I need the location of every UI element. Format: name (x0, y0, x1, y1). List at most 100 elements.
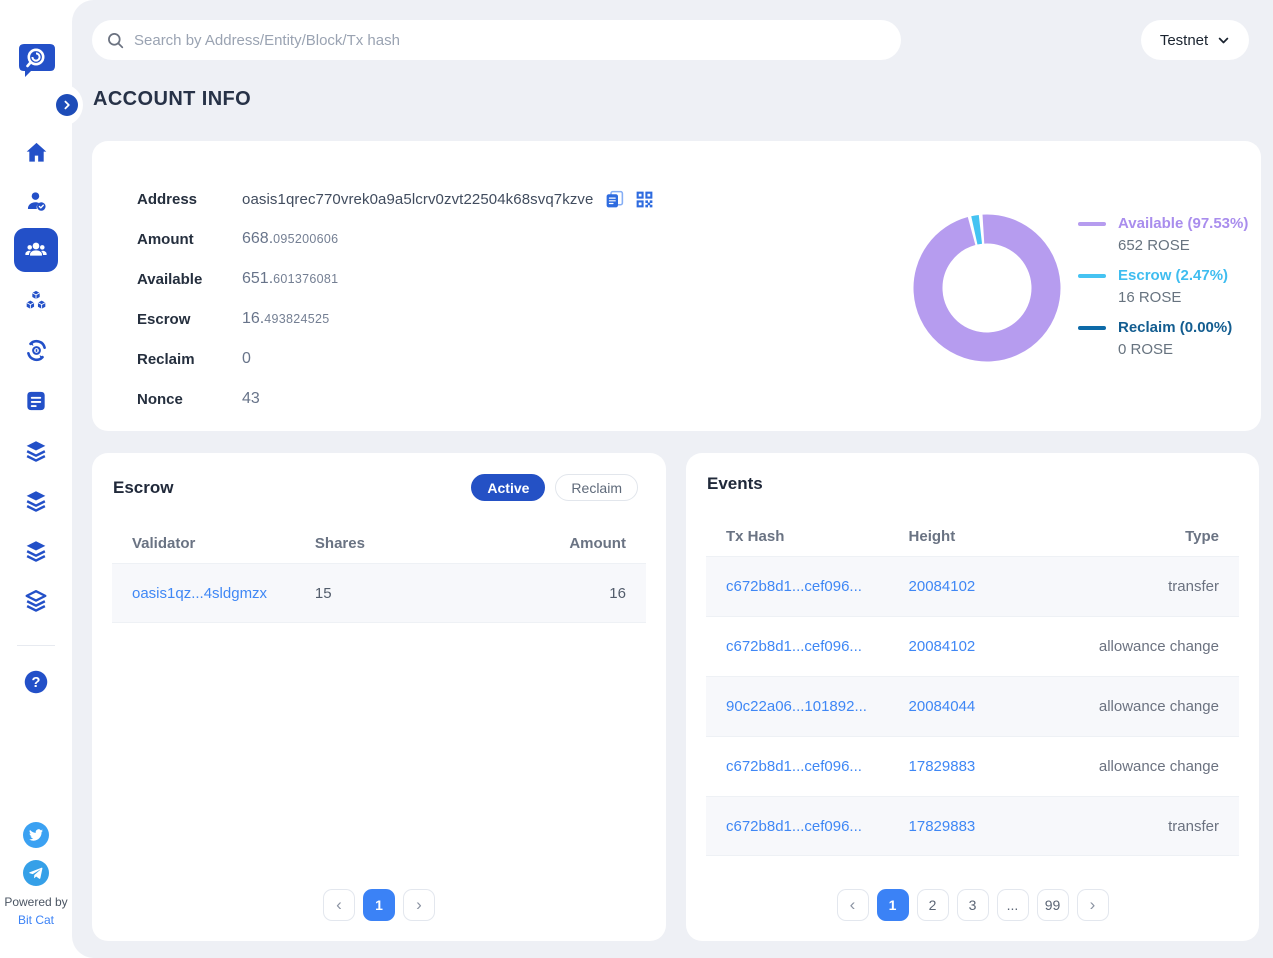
reclaim-row: Reclaim 0 (137, 339, 655, 379)
tx-hash-link[interactable]: c672b8d1...cef096... (726, 578, 862, 595)
account-address: oasis1qrec770vrek0a9a5lcrv0zvt22504k68sv… (242, 190, 594, 208)
chevron-right-icon: › (416, 894, 422, 914)
escrow-table-header: Validator Shares Amount (112, 523, 646, 563)
nonce-row: Nonce 43 (137, 379, 655, 419)
escrow-panel: Escrow Active Reclaim Validator Shares A… (92, 453, 666, 941)
next-page-button[interactable]: › (403, 889, 435, 921)
qr-code-button[interactable] (633, 188, 655, 210)
escrow-panel-title: Escrow (113, 477, 174, 497)
event-type: transfer (1168, 578, 1219, 595)
event-type: transfer (1168, 817, 1219, 835)
height-link[interactable]: 17829883 (908, 817, 976, 835)
shares-value: 15 (314, 584, 332, 602)
sidebar-item-paratimes-2[interactable] (0, 487, 72, 515)
legend-swatch-escrow (1078, 274, 1106, 278)
page-button-99[interactable]: 99 (1036, 889, 1069, 921)
sidebar: ? Powered by Bit Cat (0, 0, 83, 958)
sidebar-item-paratimes-4[interactable] (0, 587, 72, 615)
svg-text:?: ? (32, 675, 41, 691)
available-row: Available 651. 601376081 (137, 259, 655, 299)
escrow-label: Escrow (137, 310, 191, 328)
event-type: allowance change (1098, 638, 1219, 655)
copy-address-button[interactable] (603, 188, 625, 210)
blocks-icon (26, 290, 46, 309)
sidebar-item-help[interactable]: ? (0, 668, 72, 696)
tx-hash-link[interactable]: 90c22a06...101892... (726, 698, 867, 715)
layers-icon (26, 491, 46, 512)
validator-link[interactable]: oasis1qz...4sldgmzx (132, 584, 268, 602)
legend-amount-available: 652 ROSE (1118, 237, 1190, 254)
address-row: Address oasis1qrec770vrek0a9a5lcrv0zvt22… (137, 179, 655, 219)
tx-hash-link[interactable]: c672b8d1...cef096... (726, 638, 862, 655)
escrow-pagination: ‹ 1 › (92, 889, 666, 921)
network-label: Testnet (1159, 31, 1209, 49)
nonce-value: 43 (242, 390, 260, 407)
events-panel: Events Tx Hash Height Type c672b8d1...ce… (686, 453, 1259, 941)
amount-row: Amount 668. 095200606 (137, 219, 655, 259)
accounts-icon (25, 242, 47, 256)
reclaim-value: 0 (242, 350, 251, 367)
column-tx-hash: Tx Hash (726, 527, 785, 545)
page-button-1[interactable]: 1 (876, 889, 909, 921)
sidebar-item-paratimes-3[interactable] (0, 537, 72, 565)
next-page-button[interactable]: › (1076, 889, 1109, 921)
sidebar-expand-button[interactable] (56, 94, 78, 116)
page-title: ACCOUNT INFO (93, 88, 252, 110)
search-input[interactable] (134, 31, 887, 49)
reclaim-label: Reclaim (137, 350, 195, 368)
sidebar-item-blocks[interactable] (0, 287, 72, 315)
event-type: allowance change (1098, 698, 1219, 715)
transactions-icon (26, 339, 46, 361)
network-selector[interactable]: Testnet (1141, 20, 1249, 60)
legend-item: Available (97.53%) 652 ROSE (1078, 213, 1248, 256)
height-link[interactable]: 20084044 (908, 698, 976, 715)
help-icon: ? (24, 670, 48, 694)
sidebar-item-proposals[interactable] (0, 387, 72, 415)
legend-label-escrow: Escrow (2.47%) (1118, 267, 1229, 284)
bitcat-link[interactable]: Bit Cat (17, 913, 54, 927)
prev-page-button[interactable]: ‹ (836, 889, 869, 921)
escrow-row: Escrow 16. 493824525 (137, 299, 655, 339)
app-logo[interactable] (0, 36, 72, 82)
oasisscan-logo-icon (19, 44, 55, 77)
prev-page-button[interactable]: ‹ (323, 889, 355, 921)
legend-swatch-reclaim (1078, 326, 1106, 330)
page-button-3[interactable]: 3 (956, 889, 989, 921)
tab-reclaim[interactable]: Reclaim (555, 474, 638, 501)
column-shares: Shares (314, 534, 365, 552)
page-button-1[interactable]: 1 (363, 889, 395, 921)
sidebar-item-validators[interactable] (0, 187, 72, 215)
table-row: oasis1qz...4sldgmzx 15 16 (112, 563, 646, 623)
available-label: Available (137, 270, 203, 288)
column-height: Height (908, 527, 956, 545)
table-row: c672b8d1...cef096... 17829883 allowance … (706, 736, 1239, 796)
event-type: allowance change (1098, 758, 1219, 775)
twitter-icon[interactable] (23, 822, 49, 848)
account-info-card: Address oasis1qrec770vrek0a9a5lcrv0zvt22… (92, 141, 1261, 431)
sidebar-item-home[interactable] (0, 138, 72, 166)
height-link[interactable]: 17829883 (908, 758, 976, 775)
layers-icon (26, 441, 46, 462)
escrow-value: 16. 493824525 (242, 310, 330, 327)
search-icon (108, 32, 124, 48)
tx-hash-link[interactable]: c672b8d1...cef096... (726, 817, 862, 835)
height-link[interactable]: 20084102 (908, 638, 976, 655)
layers-icon (26, 541, 46, 562)
tx-hash-link[interactable]: c672b8d1...cef096... (726, 758, 862, 775)
sidebar-item-accounts[interactable] (14, 228, 58, 272)
sidebar-item-paratimes-1[interactable] (0, 437, 72, 465)
chevron-down-icon (1218, 37, 1229, 43)
page-ellipsis[interactable]: ... (996, 889, 1029, 921)
legend-label-available: Available (97.53%) (1118, 215, 1249, 232)
height-link[interactable]: 20084102 (908, 578, 976, 595)
column-validator: Validator (132, 534, 196, 552)
page-button-2[interactable]: 2 (916, 889, 949, 921)
table-row: c672b8d1...cef096... 17829883 transfer (706, 796, 1239, 856)
column-type: Type (1185, 527, 1219, 545)
telegram-icon[interactable] (23, 860, 49, 886)
tab-active[interactable]: Active (471, 474, 546, 501)
proposals-icon (27, 391, 45, 411)
home-icon (26, 142, 46, 162)
validator-icon (27, 191, 46, 211)
sidebar-item-transactions[interactable] (0, 336, 72, 364)
